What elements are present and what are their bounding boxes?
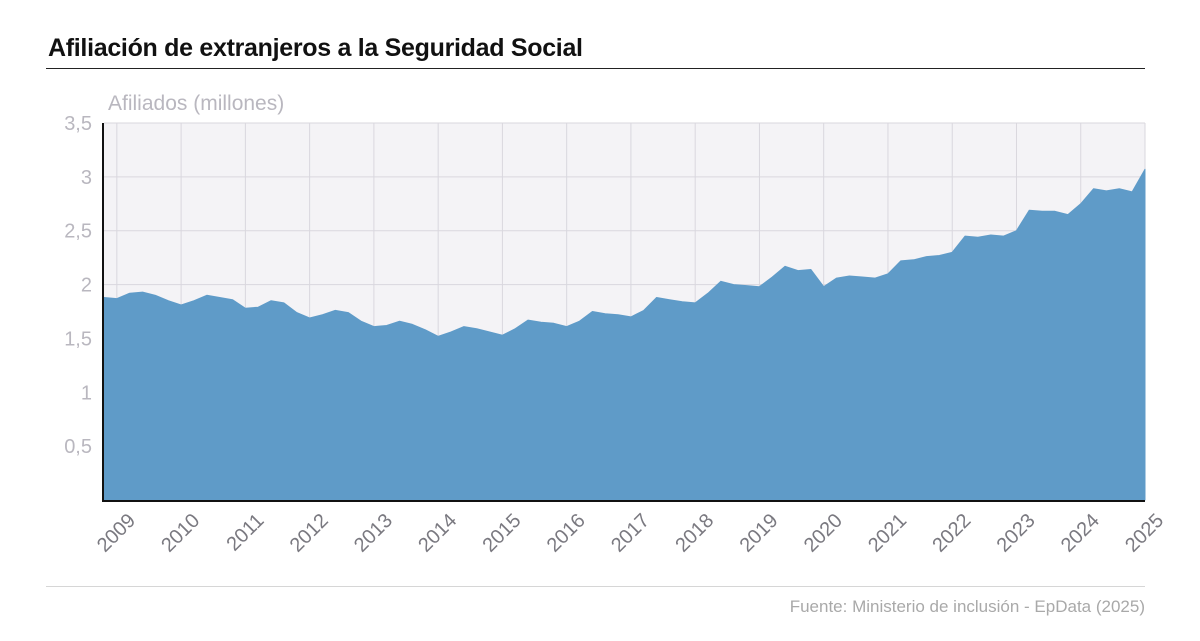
x-tick-label: 2024 bbox=[1057, 510, 1104, 557]
x-tick-label: 2011 bbox=[223, 510, 269, 556]
x-tick-label: 2019 bbox=[736, 510, 783, 557]
y-tick-label: 2 bbox=[81, 275, 92, 297]
x-tick-label: 2020 bbox=[800, 510, 847, 557]
x-tick-label: 2022 bbox=[928, 510, 975, 557]
x-tick-label: 2013 bbox=[350, 510, 397, 557]
x-tick-label: 2023 bbox=[993, 510, 1040, 557]
x-tick-label: 2017 bbox=[607, 510, 654, 557]
y-tick-label: 2,5 bbox=[64, 221, 92, 243]
axes bbox=[102, 123, 1145, 502]
x-tick-label: 2025 bbox=[1121, 510, 1168, 557]
y-axis-label: Afiliados (millones) bbox=[108, 92, 284, 115]
y-tick-label: 3,5 bbox=[64, 113, 92, 135]
title-divider bbox=[46, 68, 1145, 69]
y-tick-labels: 0,5 1 1,5 2 2,5 3 3,5 bbox=[64, 113, 92, 458]
x-tick-label: 2012 bbox=[286, 510, 333, 557]
x-tick-label: 2014 bbox=[414, 510, 461, 557]
x-tick-label: 2010 bbox=[157, 510, 204, 557]
x-tick-label: 2015 bbox=[479, 510, 526, 557]
y-tick-label: 0,5 bbox=[64, 436, 92, 458]
x-tick-label: 2018 bbox=[671, 510, 718, 557]
x-tick-label: 2021 bbox=[864, 510, 911, 557]
chart-title: Afiliación de extranjeros a la Seguridad… bbox=[48, 34, 583, 62]
x-tick-labels: 2009 2010 2011 2012 2013 2014 2015 2016 2017 2018… bbox=[93, 510, 1168, 557]
x-tick-label: 2009 bbox=[93, 510, 140, 557]
y-tick-label: 1,5 bbox=[64, 328, 92, 350]
series-area bbox=[103, 168, 1146, 501]
y-tick-label: 1 bbox=[81, 382, 92, 404]
x-tick-label: 2016 bbox=[543, 510, 590, 557]
y-tick-label: 3 bbox=[81, 167, 92, 189]
source-note: Fuente: Ministerio de inclusión - EpData… bbox=[789, 597, 1145, 616]
footer-divider bbox=[46, 586, 1145, 587]
